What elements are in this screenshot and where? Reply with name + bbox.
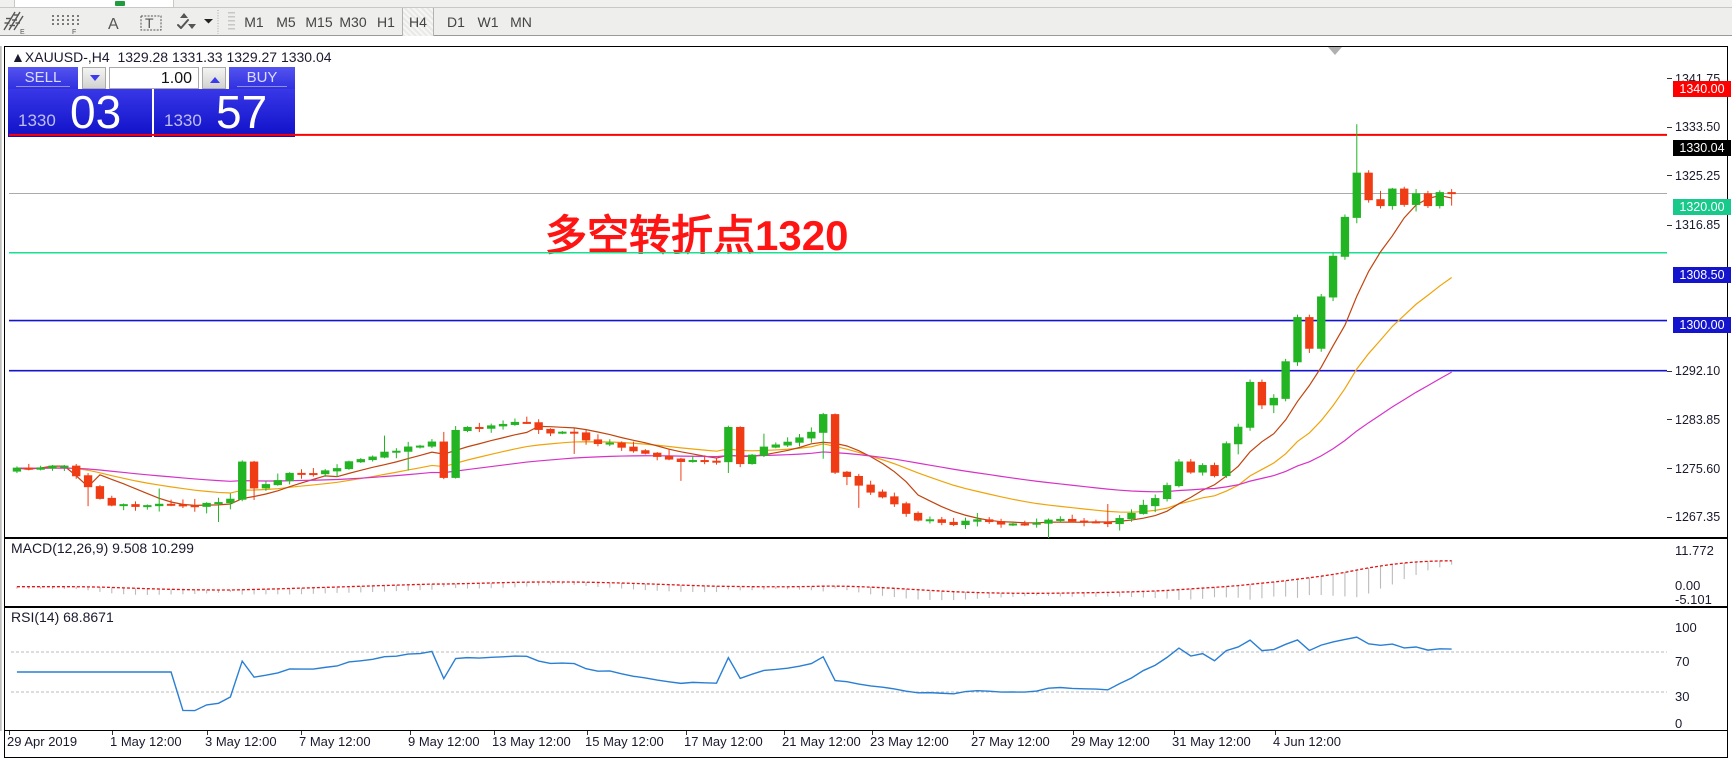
svg-text:A: A — [108, 16, 119, 33]
svg-text:T: T — [145, 15, 154, 31]
svg-text:E: E — [20, 29, 25, 36]
svg-text:F: F — [72, 29, 76, 36]
